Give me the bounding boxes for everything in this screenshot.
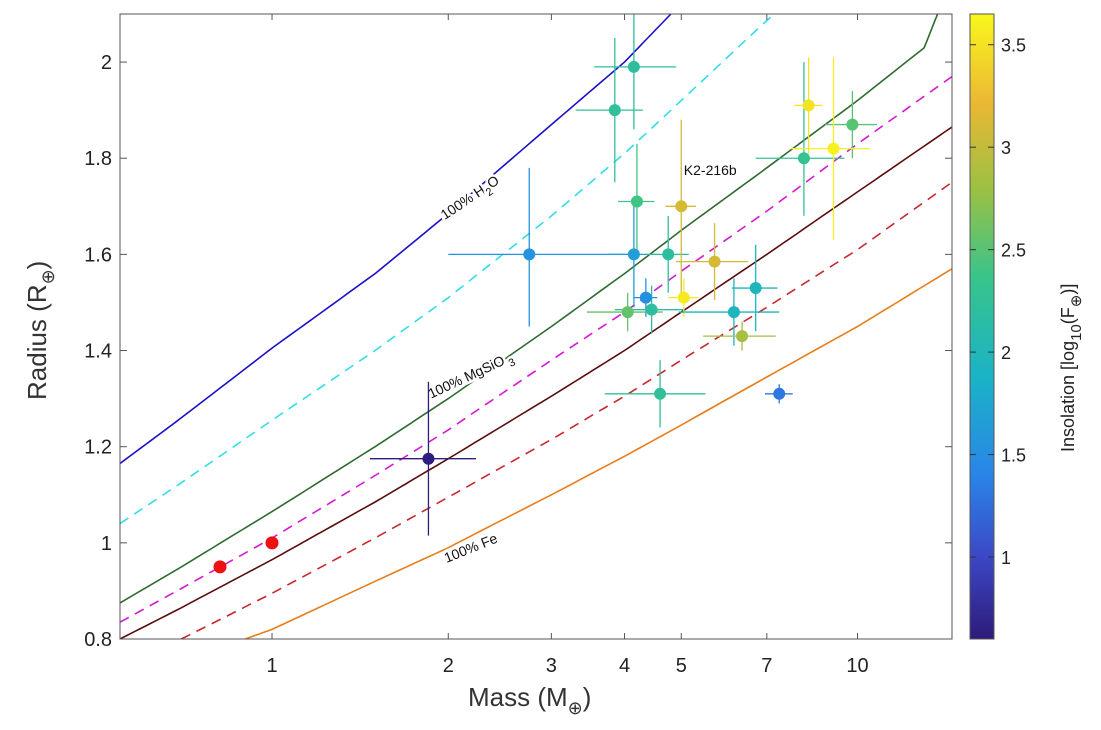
y-tick-label: 1.4: [84, 341, 112, 363]
x-tick-label: 3: [546, 655, 557, 677]
solar-system-point: [213, 560, 227, 574]
composition-curve-3: [120, 75, 952, 623]
planet-point: [846, 118, 859, 131]
x-tick-label: 2: [443, 655, 454, 677]
planet-point: [627, 60, 640, 73]
colorbar-tick-label: 3.5: [1001, 36, 1026, 56]
planet-point: [675, 200, 688, 213]
colorbar-tick-label: 2.5: [1001, 241, 1026, 261]
y-tick-label: 1.2: [84, 437, 112, 459]
planet-point: [639, 291, 652, 304]
x-tick-label: 5: [676, 655, 687, 677]
planet-point: [797, 152, 810, 165]
composition-curves: [120, 14, 952, 639]
x-axis-title: Mass (M⊕): [468, 682, 591, 718]
planet-point: [727, 306, 740, 319]
composition-curve-5: [180, 181, 952, 639]
y-axis-ticks: 0.8 1 1.2 1.4 1.6 1.8 2: [84, 52, 952, 651]
x-axis-ticks: 1 2 3 4 5 7 10: [266, 14, 869, 677]
curve-label-0: 100% H2O: [438, 172, 505, 227]
y-axis-title: Radius (R⊕): [22, 261, 58, 400]
composition-curve-1: [120, 14, 775, 525]
planet-points: [213, 60, 859, 574]
planet-point: [630, 195, 643, 208]
x-tick-label: 7: [761, 655, 772, 677]
plot-frame: [119, 13, 953, 640]
curve-label-1: 100% MgSiO 3: [425, 348, 517, 406]
colorbar-ticks: 1 1.5 2 2.5 3 3.5: [970, 36, 1026, 568]
y-tick-label: 2: [101, 52, 112, 74]
planet-point: [654, 387, 667, 400]
colorbar-tick-label: 1: [1001, 548, 1011, 568]
colorbar-title: Insolation [log10(F⊕)]: [1058, 284, 1085, 452]
planet-point: [645, 303, 658, 316]
x-tick-label: 10: [846, 655, 868, 677]
planet-point: [677, 291, 690, 304]
planet-point: [736, 330, 749, 343]
composition-curve-2: [120, 14, 939, 604]
annotations: K2-216b: [684, 162, 737, 178]
x-tick-label: 4: [619, 655, 630, 677]
planet-point: [749, 282, 762, 295]
y-tick-label: 0.8: [84, 629, 112, 651]
planet-point: [608, 104, 621, 117]
colorbar: [969, 13, 995, 640]
planet-point: [621, 306, 634, 319]
composition-curve-4: [120, 126, 952, 639]
y-tick-label: 1.6: [84, 244, 112, 266]
y-tick-label: 1: [101, 533, 112, 555]
planet-point: [422, 452, 435, 465]
planet-label: K2-216b: [684, 162, 737, 178]
composition-curve-0: [120, 14, 672, 465]
planet-point: [773, 387, 786, 400]
planet-point: [802, 99, 815, 112]
colorbar-tick-label: 3: [1001, 138, 1011, 158]
colorbar-tick-label: 2: [1001, 343, 1011, 363]
planet-point: [708, 255, 721, 268]
planet-point: [827, 142, 840, 155]
x-tick-label: 1: [266, 655, 277, 677]
planet-point: [627, 248, 640, 261]
y-tick-label: 1.8: [84, 148, 112, 170]
solar-system-point: [265, 536, 279, 550]
composition-curve-6: [244, 268, 952, 639]
planet-point: [523, 248, 536, 261]
planet-point: [662, 248, 675, 261]
colorbar-tick-label: 1.5: [1001, 446, 1026, 466]
